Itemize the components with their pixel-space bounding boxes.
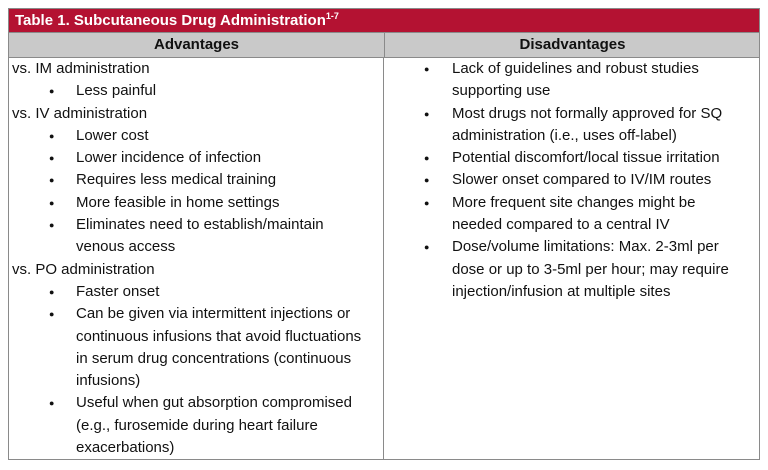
item-text: Lack of guidelines and robust studies su… [452, 60, 699, 100]
table-body: vs. IM administration ● Less painful vs. IV… [9, 58, 759, 460]
bullet-icon: ● [424, 153, 430, 164]
list-item: ● Can be given via intermittent injection… [12, 303, 383, 392]
bullet-icon: ● [424, 242, 430, 253]
bullet-icon: ● [49, 309, 55, 320]
list-item: ● Potential discomfort/local tissue irrit… [384, 147, 759, 169]
list-item: ● More frequent site changes might be nee… [384, 192, 759, 237]
header-disadvantages: Disadvantages [519, 36, 626, 53]
item-text: Eliminates need to establish/maintain ve… [76, 216, 324, 256]
disadvantages-column: ● Lack of guidelines and robust studies s… [384, 58, 759, 460]
header-row: Advantages Disadvantages [9, 32, 759, 58]
bullet-icon: ● [424, 175, 430, 186]
item-text: Slower onset compared to IV/IM routes [452, 171, 712, 189]
item-text: Most drugs not formally approved for SQ … [452, 104, 723, 144]
item-text: Lower cost [76, 126, 149, 144]
bullet-icon: ● [49, 197, 55, 208]
item-text: More frequent site changes might be need… [452, 193, 696, 234]
list-item: ● Slower onset compared to IV/IM routes [384, 169, 759, 191]
list-item: ● Lack of guidelines and robust studies s… [384, 58, 759, 103]
item-text: Less painful [76, 82, 157, 100]
drug-administration-table: Table 1. Subcutaneous Drug Administratio… [8, 8, 760, 460]
bullet-icon: ● [49, 86, 55, 97]
bullet-icon: ● [49, 398, 55, 409]
list-item: ● Requires less medical training [12, 169, 383, 191]
list-item: ● Dose/volume limitations: Max. 2-3ml per… [384, 236, 759, 303]
bullet-icon: ● [424, 197, 430, 208]
bullet-icon: ● [424, 108, 430, 119]
item-text: Faster onset [76, 282, 160, 300]
comparison-heading: vs. IV administration [12, 104, 148, 122]
item-text: Can be given via intermittent injections… [76, 305, 362, 390]
table-title: Table 1. Subcutaneous Drug Administratio… [15, 12, 326, 29]
list-item: ● Lower cost [12, 125, 383, 147]
advantages-column: vs. IM administration ● Less painful vs. IV… [9, 58, 384, 460]
list-item: ● Eliminates need to establish/maintain v… [12, 214, 383, 259]
advantage-list: ● Lower cost ● Lower incidence of infection… [12, 125, 383, 259]
item-text: Useful when gut absorption compromised (… [76, 394, 352, 457]
bullet-icon: ● [49, 286, 55, 297]
header-advantages: Advantages [9, 33, 385, 57]
item-text: Potential discomfort/local tissue irrita… [452, 149, 720, 167]
bullet-icon: ● [49, 175, 55, 186]
list-item: ● More feasible in home settings [12, 192, 383, 214]
item-text: More feasible in home settings [76, 193, 280, 211]
bullet-icon: ● [49, 130, 55, 141]
item-text: Dose/volume limitations: Max. 2-3ml per … [452, 238, 729, 300]
list-item: ● Less painful [12, 80, 383, 102]
bullet-icon: ● [424, 64, 430, 74]
list-item: ● Lower incidence of infection [12, 147, 383, 169]
list-item: ● Most drugs not formally approved for SQ… [384, 103, 759, 148]
bullet-icon: ● [49, 153, 55, 164]
comparison-heading: vs. PO administration [12, 260, 155, 278]
disadvantages-list: ● Lack of guidelines and robust studies s… [384, 58, 759, 303]
comparison-heading: vs. IM administration [12, 60, 150, 77]
item-text: Requires less medical training [76, 171, 277, 189]
table-title-bar: Table 1. Subcutaneous Drug Administratio… [9, 9, 759, 32]
list-item: ● Faster onset [12, 281, 383, 303]
title-superscript: 1-7 [325, 11, 339, 21]
item-text: Lower incidence of infection [76, 149, 262, 167]
bullet-icon: ● [49, 220, 55, 231]
advantage-list: ● Faster onset ● Can be given via intermitt… [12, 281, 383, 459]
advantage-list: ● Less painful [12, 80, 383, 102]
list-item: ● Useful when gut absorption compromised … [12, 392, 383, 459]
